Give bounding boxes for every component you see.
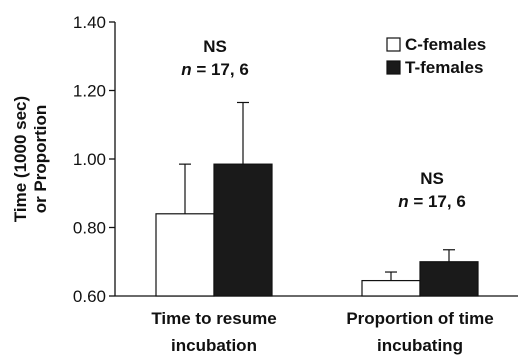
legend-label-c-females: C-females [405, 35, 486, 54]
x-category-label: incubating [377, 336, 463, 355]
legend-swatch-t-females [386, 60, 401, 75]
y-tick-label: 0.80 [73, 219, 106, 238]
sample-size-annotation: n = 17, 6 [398, 192, 466, 211]
x-category-labels: Time to resume incubation Proportion of ti… [151, 309, 493, 355]
sample-size-values: = 17, 6 [409, 192, 466, 211]
annotations: NS n = 17, 6 NS n = 17, 6 [181, 37, 466, 211]
bar-c-females [361, 279, 421, 297]
y-tick-label: 1.20 [73, 82, 106, 101]
sample-size-annotation: n = 17, 6 [181, 60, 249, 79]
bar-t-females [213, 163, 273, 297]
y-tick-label: 1.00 [73, 150, 106, 169]
y-tick-label: 0.60 [73, 287, 106, 306]
y-ticks: 0.60 0.80 1.00 1.20 1.40 [73, 13, 115, 306]
y-axis-label: Time (1000 sec) or Proportion [11, 96, 50, 222]
sample-size-n: n [398, 192, 408, 211]
y-axis-label-line: Time (1000 sec) [11, 96, 30, 222]
x-category-label: Proportion of time [346, 309, 493, 328]
bars [155, 163, 479, 297]
legend-swatch-c-females [386, 37, 401, 52]
y-tick-label: 1.40 [73, 13, 106, 32]
sample-size-values: = 17, 6 [192, 60, 249, 79]
x-category-label: incubation [171, 336, 257, 355]
legend: C-females T-females [386, 35, 486, 77]
ns-annotation: NS [203, 37, 227, 56]
error-bars [179, 101, 455, 281]
bar-t-females [419, 261, 479, 297]
x-category-label: Time to resume [151, 309, 276, 328]
y-axis-label-line: or Proportion [31, 105, 50, 214]
ns-annotation: NS [420, 169, 444, 188]
sample-size-n: n [181, 60, 191, 79]
legend-label-t-females: T-females [405, 58, 483, 77]
bar-c-females [155, 213, 215, 297]
